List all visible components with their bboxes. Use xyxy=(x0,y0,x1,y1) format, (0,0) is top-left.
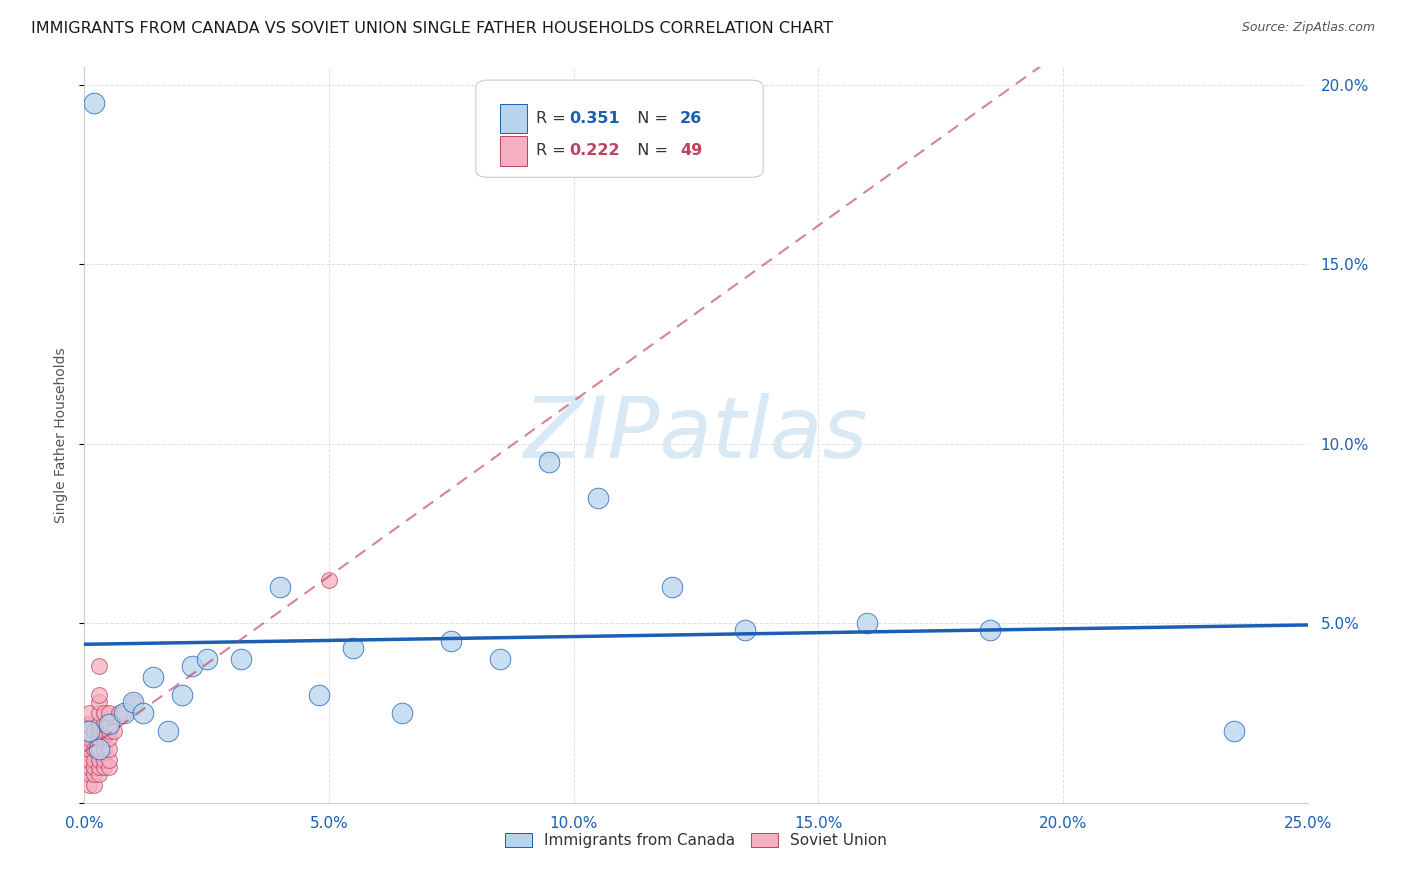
Point xyxy=(93,706,115,720)
Point xyxy=(83,753,105,767)
Text: 0.222: 0.222 xyxy=(569,144,620,158)
Point xyxy=(77,753,100,767)
Text: 0.351: 0.351 xyxy=(569,111,620,126)
Point xyxy=(97,760,120,774)
Point xyxy=(87,753,110,767)
Point xyxy=(77,724,100,739)
Point xyxy=(97,716,120,731)
Point xyxy=(195,652,218,666)
Point xyxy=(122,695,145,709)
Point xyxy=(87,731,110,746)
Legend: Immigrants from Canada, Soviet Union: Immigrants from Canada, Soviet Union xyxy=(499,827,893,854)
Point xyxy=(87,659,110,673)
Point xyxy=(308,688,330,702)
Text: IMMIGRANTS FROM CANADA VS SOVIET UNION SINGLE FATHER HOUSEHOLDS CORRELATION CHAR: IMMIGRANTS FROM CANADA VS SOVIET UNION S… xyxy=(31,21,832,37)
FancyBboxPatch shape xyxy=(475,80,763,178)
Point xyxy=(77,716,100,731)
FancyBboxPatch shape xyxy=(501,136,527,166)
Point xyxy=(83,742,105,756)
Point xyxy=(83,95,105,110)
Point xyxy=(489,652,512,666)
Point xyxy=(979,624,1001,638)
Point xyxy=(87,688,110,702)
Point xyxy=(107,706,129,720)
Text: R =: R = xyxy=(536,144,571,158)
Point xyxy=(103,724,125,739)
Point xyxy=(77,742,100,756)
Y-axis label: Single Father Households: Single Father Households xyxy=(55,347,69,523)
Point xyxy=(83,767,105,781)
Text: Source: ZipAtlas.com: Source: ZipAtlas.com xyxy=(1241,21,1375,35)
Point xyxy=(142,670,165,684)
Point xyxy=(172,688,194,702)
Point xyxy=(93,724,115,739)
Point xyxy=(1223,724,1246,739)
Text: 26: 26 xyxy=(681,111,703,126)
Point xyxy=(73,742,96,756)
Point xyxy=(87,695,110,709)
Text: R =: R = xyxy=(536,111,571,126)
Point xyxy=(87,706,110,720)
Point xyxy=(83,778,105,792)
Point xyxy=(97,753,120,767)
Point xyxy=(229,652,252,666)
Point xyxy=(87,767,110,781)
Point xyxy=(856,616,879,631)
Point xyxy=(156,724,179,739)
Point xyxy=(112,706,135,720)
Point xyxy=(77,706,100,720)
Point xyxy=(97,706,120,720)
Point xyxy=(77,731,100,746)
Point xyxy=(440,634,463,648)
Point xyxy=(586,491,609,505)
Point xyxy=(77,778,100,792)
Text: ZIPatlas: ZIPatlas xyxy=(524,393,868,476)
Point xyxy=(87,724,110,739)
Point xyxy=(87,716,110,731)
Point xyxy=(97,724,120,739)
Point xyxy=(538,455,561,469)
Point xyxy=(93,742,115,756)
Point xyxy=(132,706,155,720)
Point xyxy=(318,573,340,587)
Point xyxy=(97,716,120,731)
Point xyxy=(83,760,105,774)
Point xyxy=(97,742,120,756)
Point xyxy=(73,716,96,731)
Point xyxy=(342,641,364,656)
Point xyxy=(93,716,115,731)
Point xyxy=(391,706,413,720)
Point xyxy=(87,742,110,756)
Point xyxy=(77,760,100,774)
Text: N =: N = xyxy=(627,111,673,126)
FancyBboxPatch shape xyxy=(501,103,527,133)
Point xyxy=(73,753,96,767)
Point xyxy=(93,753,115,767)
Point xyxy=(93,760,115,774)
Point xyxy=(269,581,291,595)
Point xyxy=(87,742,110,756)
Point xyxy=(97,731,120,746)
Point xyxy=(112,706,135,720)
Point xyxy=(93,731,115,746)
Point xyxy=(73,731,96,746)
Point xyxy=(77,767,100,781)
Point xyxy=(73,760,96,774)
Text: N =: N = xyxy=(627,144,673,158)
Point xyxy=(122,695,145,709)
Point xyxy=(734,624,756,638)
Text: 49: 49 xyxy=(681,144,703,158)
Point xyxy=(87,760,110,774)
Point xyxy=(181,659,204,673)
Point xyxy=(83,724,105,739)
Point xyxy=(661,581,683,595)
